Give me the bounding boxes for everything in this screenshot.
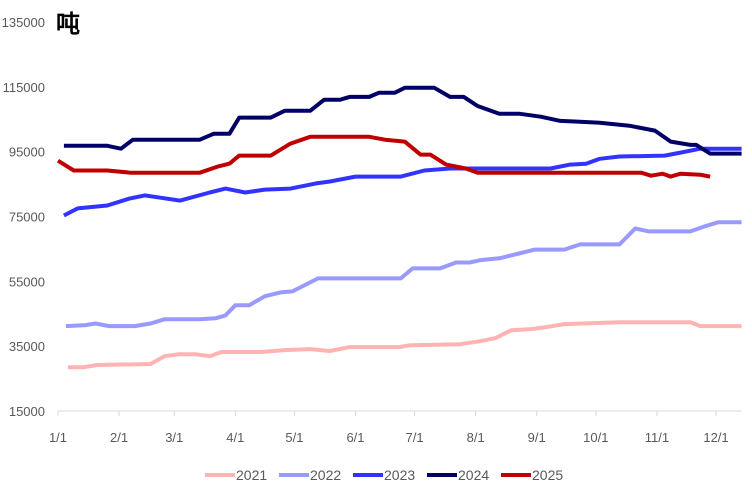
y-tick-label: 15000 [9,404,45,419]
y-tick-label: 115000 [3,80,45,95]
y-tick-label: 75000 [9,210,45,225]
x-axis: 1/1 2/1 3/1 4/1 5/1 6/1 7/1 8/1 9/1 10/1 11/1 12/1 [49,410,742,445]
legend-label-2022: 2022 [310,467,341,483]
x-tick-label: 12/1 [703,430,728,445]
legend: 2021 2022 2023 2024 2025 [205,467,563,483]
series-line-2021 [67,320,742,370]
x-tick-label: 6/1 [346,430,364,445]
x-tick-label: 11/1 [645,430,669,445]
x-tick-label: 1/1 [49,430,67,445]
y-tick-label: 135000 [2,15,45,30]
legend-label-2023: 2023 [384,467,415,483]
x-tick-label: 7/1 [406,430,424,445]
y-tick-label: 55000 [9,274,45,289]
y-tick-label: 95000 [9,145,45,160]
x-tick-label: 2/1 [110,430,128,445]
x-tick-label: 8/1 [467,430,485,445]
legend-label-2021: 2021 [236,467,267,483]
y-axis: 15000 35000 55000 75000 95000 115000 135000 [2,15,45,419]
x-tick-label: 4/1 [226,430,244,445]
series-line-2023 [62,146,742,218]
series-line-2024 [63,85,742,156]
y-unit-label: 吨 [56,9,80,38]
x-tick-label: 10/1 [583,430,608,445]
x-tick-label: 3/1 [165,430,183,445]
series-line-2022 [65,220,742,329]
x-tick-label: 5/1 [285,430,303,445]
series-group [56,85,742,370]
legend-label-2025: 2025 [532,467,563,483]
y-tick-label: 35000 [9,339,45,354]
legend-label-2024: 2024 [458,467,489,483]
series-line-2025 [56,134,711,179]
x-tick-label: 9/1 [528,430,546,445]
